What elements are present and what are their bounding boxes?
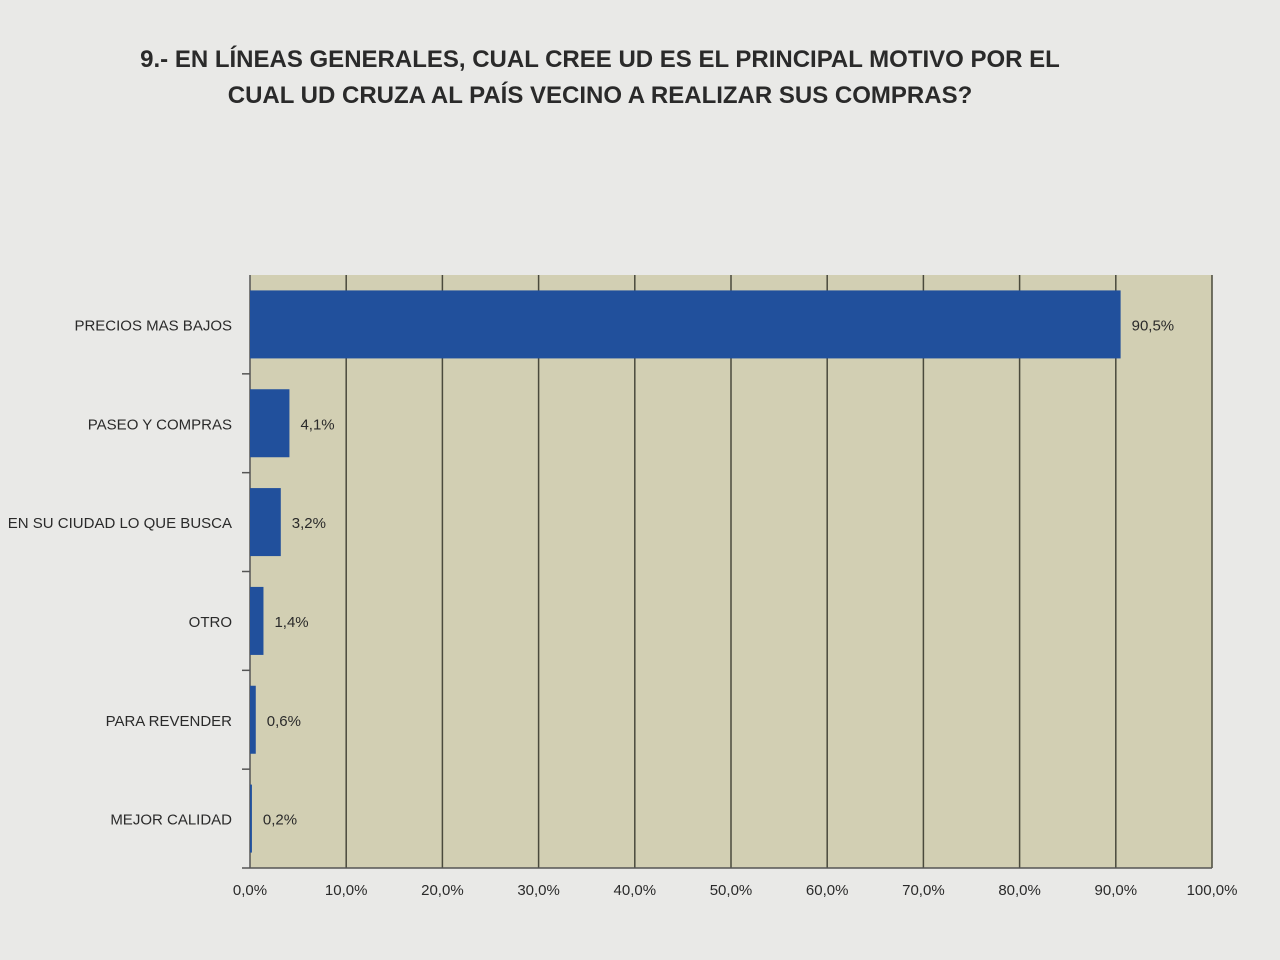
chart-title-line-1: 9.- EN LÍNEAS GENERALES, CUAL CREE UD ES…: [140, 46, 1060, 73]
bar: [250, 290, 1121, 359]
chart-title-line-2: CUAL UD CRUZA AL PAÍS VECINO A REALIZAR …: [227, 82, 973, 109]
data-label: 0,6%: [267, 713, 301, 730]
data-label: 0,2%: [263, 812, 297, 829]
bar: [250, 488, 281, 557]
category-label: OTRO: [189, 614, 232, 631]
data-label: 3,2%: [292, 515, 326, 532]
bar: [250, 784, 252, 853]
x-tick-label: 100,0%: [1187, 882, 1238, 899]
x-tick-label: 30,0%: [517, 882, 560, 899]
category-label: PASEO Y COMPRAS: [88, 416, 232, 433]
bar: [250, 586, 264, 655]
x-tick-label: 90,0%: [1095, 882, 1138, 899]
x-tick-label: 40,0%: [614, 882, 657, 899]
x-tick-label: 60,0%: [806, 882, 849, 899]
x-tick-label: 20,0%: [421, 882, 464, 899]
data-label: 4,1%: [300, 416, 334, 433]
data-label: 1,4%: [274, 614, 308, 631]
chart-title: 9.- EN LÍNEAS GENERALES, CUAL CREE UD ES…: [60, 42, 1140, 114]
category-label: MEJOR CALIDAD: [110, 812, 232, 829]
bar: [250, 685, 256, 754]
x-tick-label: 50,0%: [710, 882, 753, 899]
x-tick-label: 70,0%: [902, 882, 945, 899]
category-label: PARA REVENDER: [106, 713, 233, 730]
category-label: PRECIOS MAS BAJOS: [74, 317, 232, 334]
x-tick-label: 80,0%: [998, 882, 1041, 899]
data-label: 90,5%: [1132, 317, 1175, 334]
category-label: EN SU CIUDAD LO QUE BUSCA: [8, 515, 232, 532]
x-tick-label: 0,0%: [233, 882, 267, 899]
x-tick-label: 10,0%: [325, 882, 368, 899]
bar: [250, 389, 290, 458]
